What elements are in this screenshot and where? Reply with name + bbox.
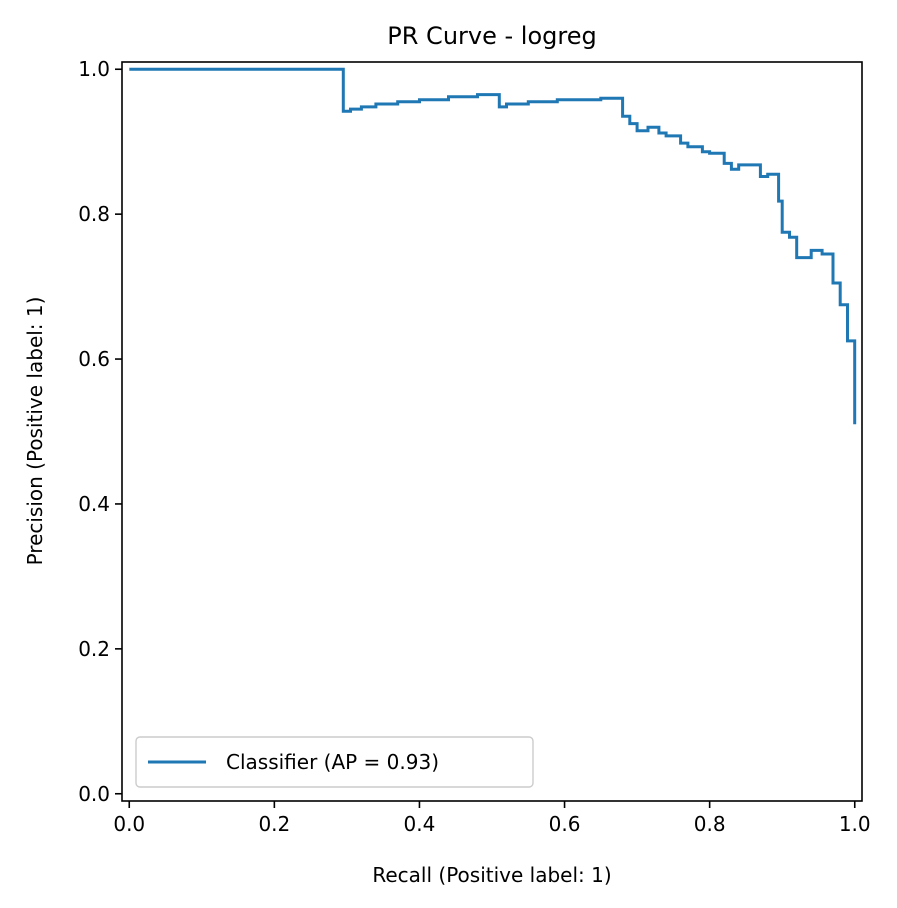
legend-entry-label: Classifier (AP = 0.93) [226,750,439,774]
x-tick-label: 0.8 [694,812,726,836]
y-tick-label: 1.0 [78,57,110,81]
x-tick-label: 0.6 [549,812,581,836]
y-tick-label: 0.6 [78,347,110,371]
legend: Classifier (AP = 0.93) [135,736,534,788]
y-tick-label: 0.4 [78,492,110,516]
y-axis-ticks: 0.0 0.2 0.4 0.6 0.8 1.0 [78,57,122,806]
x-axis-label: Recall (Positive label: 1) [372,863,611,887]
x-tick-label: 1.0 [839,812,871,836]
series-layer [129,67,857,425]
y-tick-label: 0.2 [78,637,110,661]
y-tick-label: 0.0 [78,782,110,806]
x-axis-ticks: 0.0 0.2 0.4 0.6 0.8 1.0 [113,801,871,836]
series-line-0 [129,67,857,425]
x-tick-label: 0.0 [113,812,145,836]
legend-box [135,736,534,788]
y-axis-label: Precision (Positive label: 1) [23,297,47,566]
axes-frame [121,61,863,802]
chart-title: PR Curve - logreg [387,22,596,50]
y-tick-label: 0.8 [78,202,110,226]
plot-area [121,61,863,802]
x-tick-label: 0.4 [404,812,436,836]
x-tick-label: 0.2 [258,812,290,836]
